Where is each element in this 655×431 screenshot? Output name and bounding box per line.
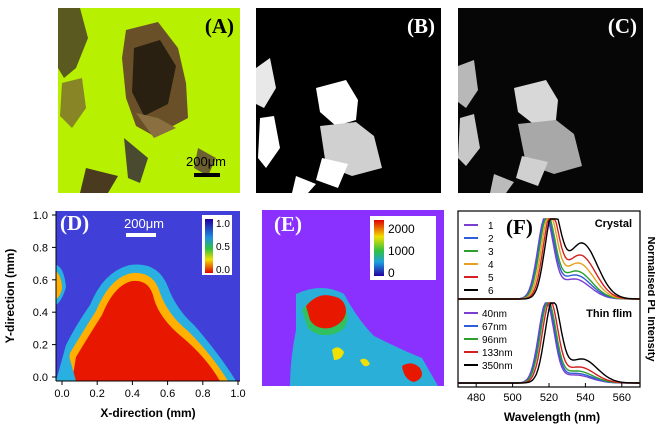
spectrum-line xyxy=(458,218,640,300)
x-tick-label: 1.0 xyxy=(230,388,245,400)
colorbar-tick-label: 1000 xyxy=(388,244,415,258)
legend-label: 96nm xyxy=(482,335,507,346)
legend-label: 5 xyxy=(488,273,494,284)
x-tick-label: 560 xyxy=(613,392,631,404)
panel-label: (D) xyxy=(60,211,90,235)
panel-label: (A) xyxy=(204,14,234,38)
x-tick-labels: 480 500 520 540 560 xyxy=(467,383,631,404)
y-tick-label: 0.4 xyxy=(33,307,48,319)
x-tick-label: 520 xyxy=(540,392,558,404)
binary-image xyxy=(256,8,441,193)
legend-label: 2 xyxy=(488,234,494,245)
spectra-curves xyxy=(458,218,641,384)
legend-label: 4 xyxy=(488,260,494,271)
colorbar-gradient xyxy=(205,219,213,273)
panel-f-spectra: 1 2 3 4 5 6 40nm 67nm 96nm 133nm 350nm 480 500 520 54… xyxy=(452,205,655,431)
panel-a-micrograph: (A) 200μm xyxy=(58,8,240,193)
scale-bar xyxy=(126,233,156,237)
legend-label: 6 xyxy=(488,286,494,297)
colorbar-gradient xyxy=(374,220,384,276)
y-axis-label: Y-direction (mm) xyxy=(3,249,17,344)
panel-label: (E) xyxy=(274,212,302,236)
spectrum-line xyxy=(458,302,640,384)
spectrum-line xyxy=(458,218,640,300)
y-tick-label: 0.0 xyxy=(33,372,48,384)
panel-e-heatmap: 2000 1000 0 (E) xyxy=(262,210,444,386)
x-tick-labels: 0.0 0.2 0.4 0.6 0.8 1.0 xyxy=(54,381,246,400)
legend-label: 133nm xyxy=(482,348,513,359)
x-tick-label: 0.0 xyxy=(54,388,69,400)
colorbar-tick-label: 0.0 xyxy=(216,265,230,276)
colorbar-tick-label: 2000 xyxy=(388,222,415,236)
heatmap-e-svg: 2000 1000 0 xyxy=(262,210,444,386)
panel-label: (F) xyxy=(506,215,533,239)
panel-b-image: (B) xyxy=(256,8,441,193)
spectra-svg: 1 2 3 4 5 6 40nm 67nm 96nm 133nm 350nm 480 500 520 54… xyxy=(457,210,655,424)
spectrum-line xyxy=(458,218,640,300)
y-tick-labels: 0.0 0.2 0.4 0.6 0.8 1.0 xyxy=(33,210,56,384)
micrograph-image xyxy=(58,8,240,193)
heatmap-d-svg: 0.0 0.2 0.4 0.6 0.8 1.0 0.0 0.2 0.4 0.6 0.8 1.0 X-… xyxy=(3,210,246,420)
spectrum-line xyxy=(458,218,640,300)
legend-label: 3 xyxy=(488,247,494,258)
x-tick-label: 480 xyxy=(467,392,485,404)
x-axis-label: X-direction (mm) xyxy=(100,406,195,420)
y-axis-label: Normalised PL Intensity xyxy=(645,236,655,362)
x-axis-label: Wavelength (nm) xyxy=(504,410,600,424)
x-tick-label: 540 xyxy=(576,392,594,404)
legend-label: 350nm xyxy=(482,361,513,372)
y-tick-label: 0.2 xyxy=(33,340,48,352)
panel-label: (C) xyxy=(607,14,637,38)
colorbar-tick-labels: 2000 1000 0 xyxy=(388,222,415,280)
legend-label: 1 xyxy=(488,221,494,232)
x-tick-label: 0.6 xyxy=(160,388,175,400)
scale-bar-label: 200μm xyxy=(124,216,165,231)
x-tick-label: 0.2 xyxy=(90,388,105,400)
legend: 1 2 3 4 5 6 40nm 67nm 96nm 133nm 350nm xyxy=(464,221,513,372)
panel-label: (B) xyxy=(407,14,435,38)
spectrum-line xyxy=(458,218,640,300)
legend-label: 40nm xyxy=(482,309,507,320)
x-tick-label: 0.4 xyxy=(125,388,140,400)
y-tick-label: 0.6 xyxy=(33,275,48,287)
spectrum-line xyxy=(458,218,641,300)
x-tick-label: 500 xyxy=(503,392,521,404)
y-tick-label: 0.8 xyxy=(33,242,48,254)
group-title-thin-film: Thin flim xyxy=(586,308,632,320)
scale-bar-label: 200μm xyxy=(186,154,227,169)
panel-c-image: (C) xyxy=(458,8,643,193)
colorbar-tick-label: 1.0 xyxy=(216,219,230,230)
x-tick-label: 0.8 xyxy=(195,388,210,400)
group-title-crystal: Crystal xyxy=(595,218,632,230)
colorbar-tick-label: 0 xyxy=(388,266,395,280)
colorbar-tick-labels: 1.0 0.5 0.0 xyxy=(216,219,230,276)
colorbar-tick-label: 0.5 xyxy=(216,242,230,253)
scale-bar xyxy=(194,173,220,177)
panel-d-heatmap: 0.0 0.2 0.4 0.6 0.8 1.0 0.0 0.2 0.4 0.6 0.8 1.0 X-… xyxy=(0,205,250,431)
legend-label: 67nm xyxy=(482,322,507,333)
gray-image xyxy=(458,8,643,193)
y-tick-label: 1.0 xyxy=(33,210,48,222)
